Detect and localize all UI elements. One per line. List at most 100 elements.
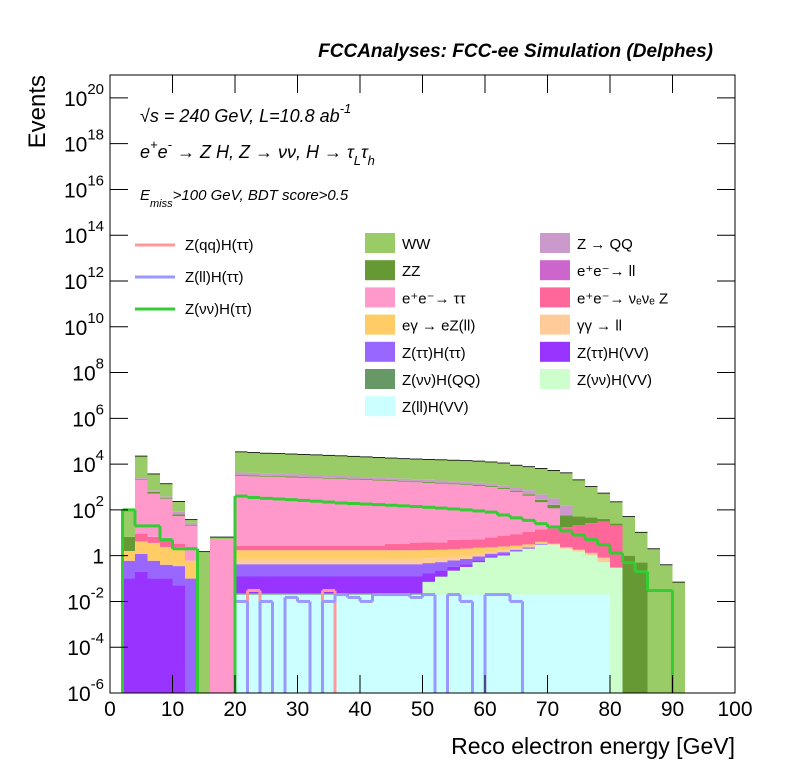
histogram-bar	[497, 546, 510, 551]
histogram-bar	[297, 477, 310, 546]
histogram-bar	[160, 483, 173, 497]
histogram-bar	[497, 552, 510, 555]
histogram-bar	[522, 546, 535, 548]
histogram-bar	[422, 459, 435, 480]
histogram-bar	[272, 453, 285, 474]
histogram-bar	[310, 558, 323, 565]
y-tick-base: 10	[64, 271, 87, 294]
legend-swatch	[365, 341, 395, 362]
histogram-bar	[547, 498, 560, 505]
x-tick-label: 0	[104, 698, 116, 721]
y-tick-label: 1018	[64, 127, 104, 157]
histogram-bar	[160, 546, 173, 565]
histogram-bar	[310, 454, 323, 475]
histogram-bar	[497, 463, 510, 486]
histogram-bar	[210, 539, 223, 693]
histogram-bar	[297, 593, 310, 595]
histogram-bar	[235, 593, 248, 595]
histogram-bar	[285, 474, 298, 477]
histogram-bar	[410, 459, 423, 480]
histogram-bar	[410, 481, 423, 483]
histogram-bar	[485, 485, 498, 487]
legend-label: e⁺e⁻→ ll	[577, 263, 635, 280]
histogram-bar	[460, 481, 473, 485]
histogram-bar	[285, 550, 298, 559]
histogram-bar	[185, 519, 198, 523]
histogram-bar	[435, 482, 448, 484]
legend-swatch	[540, 233, 570, 253]
histogram-bar	[510, 487, 523, 491]
histogram-bar	[272, 576, 285, 594]
histogram-bar	[547, 543, 560, 545]
x-tick-label: 30	[286, 698, 309, 721]
histogram-bar	[297, 564, 310, 577]
legend-swatch	[540, 314, 570, 335]
legend-label: eγ → eZ(ll)	[402, 318, 475, 335]
histogram-bar	[360, 477, 373, 480]
histogram-bar	[285, 593, 298, 595]
histogram-bar	[185, 522, 198, 525]
histogram-bar	[410, 550, 423, 559]
y-tick-exponent: 4	[96, 447, 104, 464]
histogram-bar	[610, 523, 623, 526]
histogram-bar	[135, 571, 148, 693]
histogram-bar	[360, 480, 373, 546]
y-tick-exponent: 6	[96, 401, 104, 418]
histogram-bar	[360, 576, 373, 594]
histogram-bar	[385, 564, 398, 577]
histogram-bar	[472, 594, 485, 693]
annotation: Emiss>100 GeV, BDT score>0.5	[140, 187, 349, 210]
y-tick-label: 1010	[64, 310, 104, 340]
histogram-bar	[485, 556, 498, 558]
histogram-bar	[385, 478, 398, 481]
y-tick-label: 104	[72, 447, 104, 477]
y-tick-exponent: 14	[87, 218, 104, 235]
histogram-bar	[260, 558, 273, 565]
y-tick-base: 10	[64, 179, 87, 202]
y-tick-exponent: 18	[87, 127, 104, 144]
histogram-bar	[235, 594, 248, 693]
histogram-bar	[535, 499, 548, 503]
histogram-bar	[172, 566, 185, 586]
legend-label: Z(qq)H(ττ)	[185, 237, 254, 254]
y-tick-base: 10	[72, 454, 95, 477]
histogram-bar	[160, 498, 173, 541]
histogram-bar	[285, 453, 298, 475]
histogram-bar	[597, 518, 610, 522]
legend-label: Z(ττ)H(ττ)	[402, 345, 466, 362]
histogram-bar	[485, 537, 498, 548]
histogram-bar	[347, 478, 360, 480]
histogram-bar	[435, 483, 448, 543]
histogram-bar	[447, 560, 460, 567]
legend-label: ZZ	[402, 263, 420, 280]
histogram-bar	[572, 516, 585, 526]
histogram-bar	[347, 564, 360, 577]
y-tick-exponent: 8	[96, 356, 104, 373]
histogram-bar	[335, 558, 348, 565]
histogram-bar	[285, 594, 298, 693]
histogram-bar	[197, 551, 210, 693]
histogram-bar	[497, 550, 510, 553]
histogram-bar	[247, 550, 260, 559]
histogram-bar	[547, 544, 560, 595]
annotation-part: -	[168, 137, 173, 152]
histogram-bar	[235, 451, 248, 473]
histogram-bar	[460, 564, 473, 567]
histogram-bar	[397, 481, 410, 545]
legend-swatch	[365, 287, 395, 308]
histogram-bar	[247, 576, 260, 594]
histogram-bar	[235, 545, 248, 551]
y-tick-label: 10-6	[67, 676, 104, 706]
histogram-bar	[372, 576, 385, 594]
histogram-bar	[422, 542, 435, 550]
histogram-bar	[222, 539, 235, 693]
histogram-bar	[322, 545, 335, 551]
histogram-bar	[497, 554, 510, 556]
histogram-bar	[435, 576, 448, 595]
histogram-bar	[610, 501, 623, 524]
histogram-bar	[447, 484, 460, 540]
histogram-bar	[360, 593, 373, 595]
histogram-bar	[485, 547, 498, 552]
histogram-bar	[347, 558, 360, 565]
